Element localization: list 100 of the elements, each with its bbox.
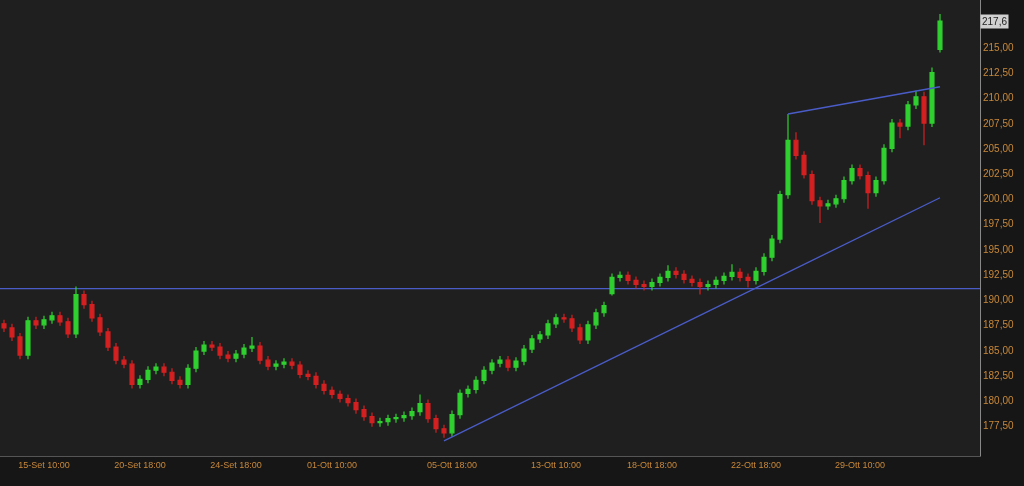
candlestick	[409, 406, 415, 421]
candlestick	[337, 389, 343, 404]
candlestick	[681, 269, 687, 285]
candlestick	[465, 384, 471, 399]
candlestick	[657, 272, 663, 288]
x-tick-label: 20-Set 18:00	[114, 459, 166, 470]
candlestick	[505, 355, 511, 372]
candlestick	[377, 417, 383, 428]
y-tick-label: 177,50	[983, 420, 1015, 432]
candlestick	[537, 330, 543, 344]
candlestick	[217, 342, 223, 360]
candlestick	[529, 334, 535, 354]
candlestick	[49, 311, 55, 325]
candlestick	[649, 277, 655, 292]
candlestick	[473, 375, 479, 395]
x-tick-label: 18-Ott 18:00	[626, 459, 678, 470]
candlestick	[401, 411, 407, 423]
candlestick	[425, 398, 431, 424]
candlestick	[329, 385, 335, 400]
candlestick	[129, 359, 135, 390]
y-tick-label: 207,50	[983, 117, 1015, 129]
candlestick	[137, 374, 143, 390]
candlestick	[585, 320, 591, 345]
y-tick-label: 187,50	[983, 319, 1015, 331]
candlestick	[769, 234, 775, 262]
candlestick	[545, 319, 551, 340]
candlestick	[233, 349, 239, 363]
candlestick	[497, 355, 503, 368]
candlestick	[777, 190, 783, 244]
candlestick	[513, 356, 519, 372]
y-tick-label: 192,50	[983, 268, 1015, 280]
candlestick	[825, 199, 831, 211]
candlestick	[729, 263, 735, 282]
candlestick	[393, 413, 399, 424]
y-tick-label: 200,00	[983, 193, 1015, 205]
candlestick	[865, 170, 871, 210]
candlestick	[113, 342, 119, 365]
candlestick	[297, 360, 303, 379]
candlestick	[353, 397, 359, 415]
candlestick	[273, 359, 279, 371]
candlestick	[561, 313, 567, 324]
y-tick-label: 215,00	[983, 41, 1015, 53]
candlestick	[153, 362, 159, 375]
candlestick	[633, 275, 639, 290]
candlestick	[193, 346, 199, 373]
candlestick	[249, 336, 255, 353]
candlestick	[673, 266, 679, 280]
candlestick	[369, 412, 375, 428]
candlestick	[753, 266, 759, 286]
candlestick	[1, 319, 7, 333]
candlestick	[481, 365, 487, 385]
candlestick	[433, 414, 439, 434]
x-tick-label: 24-Set 18:00	[210, 459, 262, 470]
candlestick	[761, 252, 767, 277]
candlestick	[921, 91, 927, 146]
candlestick	[441, 424, 447, 439]
candlestick	[257, 341, 263, 365]
candlestick	[857, 163, 863, 181]
candlestick	[617, 270, 623, 283]
candlestick	[849, 163, 855, 186]
candlestick	[793, 131, 799, 160]
candlestick	[913, 90, 919, 110]
candlestick	[241, 343, 247, 359]
text: 217,6	[982, 16, 1008, 27]
candlestick	[209, 340, 215, 352]
candlestick	[305, 369, 311, 381]
candlestick	[801, 150, 807, 180]
y-tick-label: 190,00	[983, 294, 1015, 306]
candlestick	[641, 279, 647, 292]
candlestick	[721, 271, 727, 286]
candlestick	[17, 332, 23, 360]
candlestick	[785, 113, 791, 200]
candlestick	[593, 308, 599, 330]
candlestick	[697, 277, 703, 296]
candlestick	[745, 272, 751, 289]
candlestick	[169, 367, 175, 385]
x-tick-label: 01-Ott 10:00	[306, 459, 358, 470]
candlestick	[177, 375, 183, 390]
y-tick-label: 180,00	[983, 395, 1015, 407]
candlestick	[577, 323, 583, 345]
candlestick	[905, 100, 911, 131]
candlestick	[289, 357, 295, 370]
candlestick	[705, 279, 711, 292]
candlestick	[33, 316, 39, 330]
candlestick	[25, 316, 31, 360]
candlestick	[665, 264, 671, 283]
x-tick-label: 05-Ott 18:00	[426, 459, 478, 470]
candlestick	[449, 410, 455, 438]
candlestick	[881, 143, 887, 186]
candlestick	[809, 169, 815, 206]
candlestick	[521, 344, 527, 366]
candlestick	[713, 275, 719, 290]
candlestick	[625, 270, 631, 286]
x-tick-label: 15-Set 10:00	[18, 459, 70, 470]
candlestick	[161, 362, 167, 377]
candlestick	[81, 289, 87, 310]
y-tick-label: 185,00	[983, 344, 1015, 356]
candlestick	[833, 194, 839, 209]
candlestick	[265, 355, 271, 371]
candlestick	[457, 388, 463, 420]
